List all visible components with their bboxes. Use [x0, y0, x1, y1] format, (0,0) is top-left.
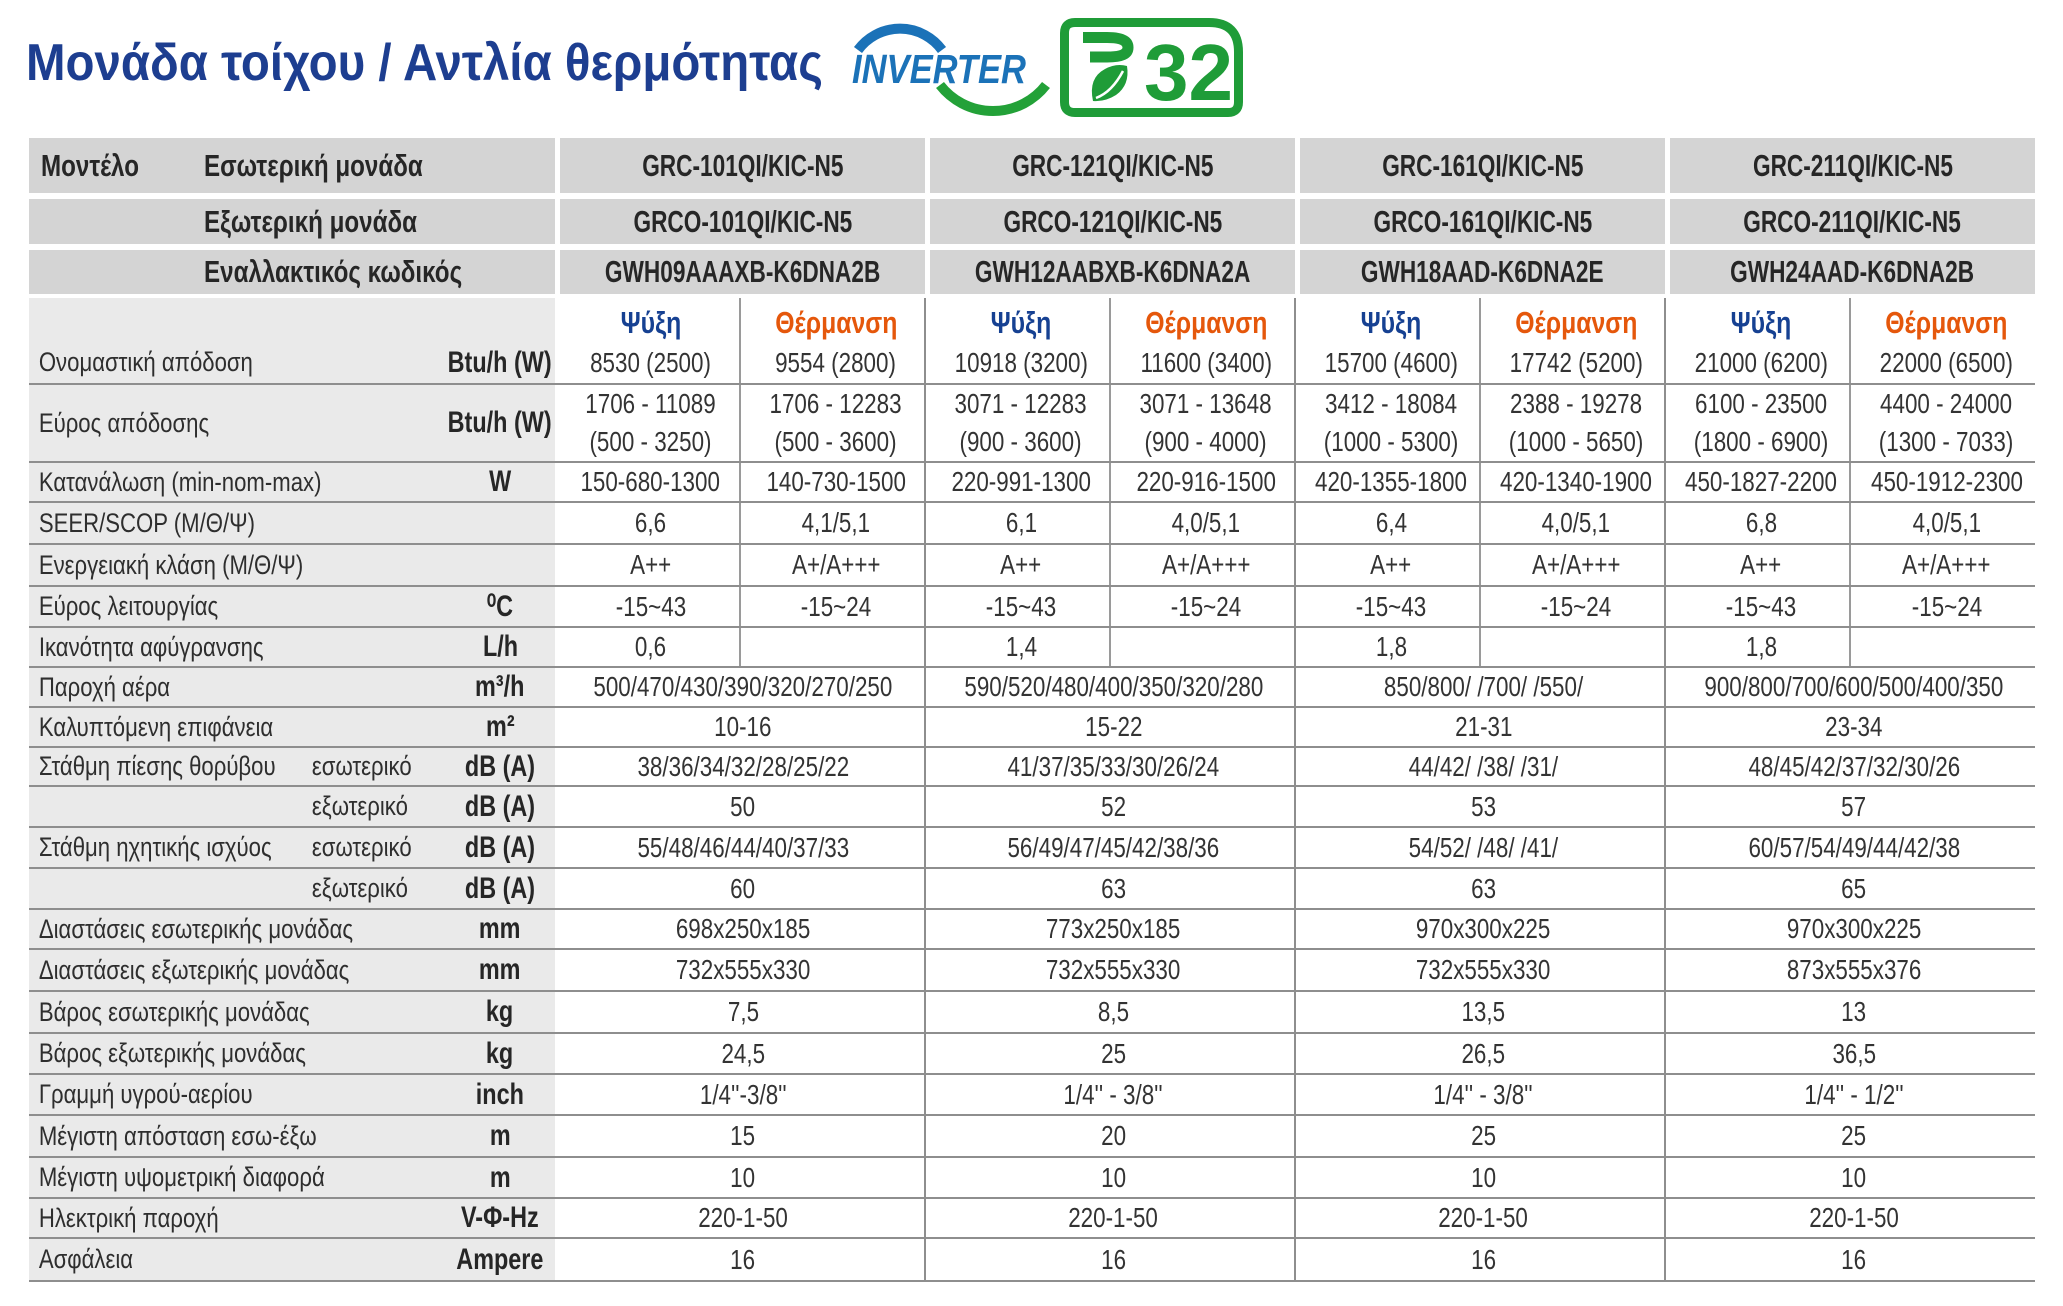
svg-text:INVERTER: INVERTER — [852, 46, 1026, 92]
svg-text:32: 32 — [1144, 28, 1233, 117]
